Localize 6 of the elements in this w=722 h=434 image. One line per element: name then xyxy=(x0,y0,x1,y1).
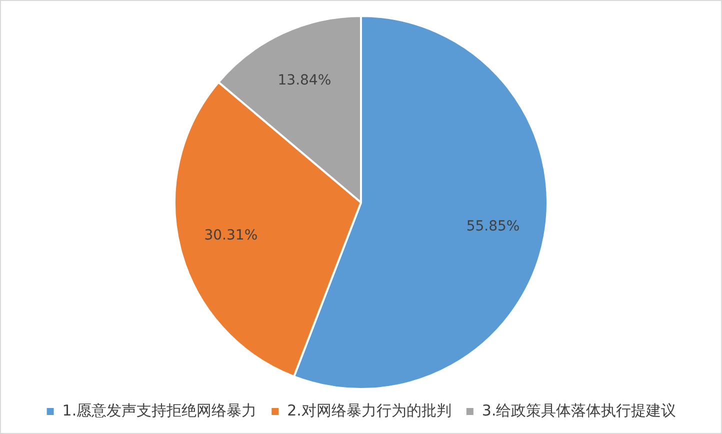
legend-label: 1.愿意发声支持拒绝网络暴力 xyxy=(62,401,257,420)
data-label: 30.31% xyxy=(204,227,258,244)
data-label: 55.85% xyxy=(466,218,520,235)
legend-label: 2.对网络暴力行为的批判 xyxy=(287,401,452,420)
legend-label: 3.给政策具体落体执行提建议 xyxy=(482,401,676,420)
data-label: 13.84% xyxy=(278,72,332,88)
